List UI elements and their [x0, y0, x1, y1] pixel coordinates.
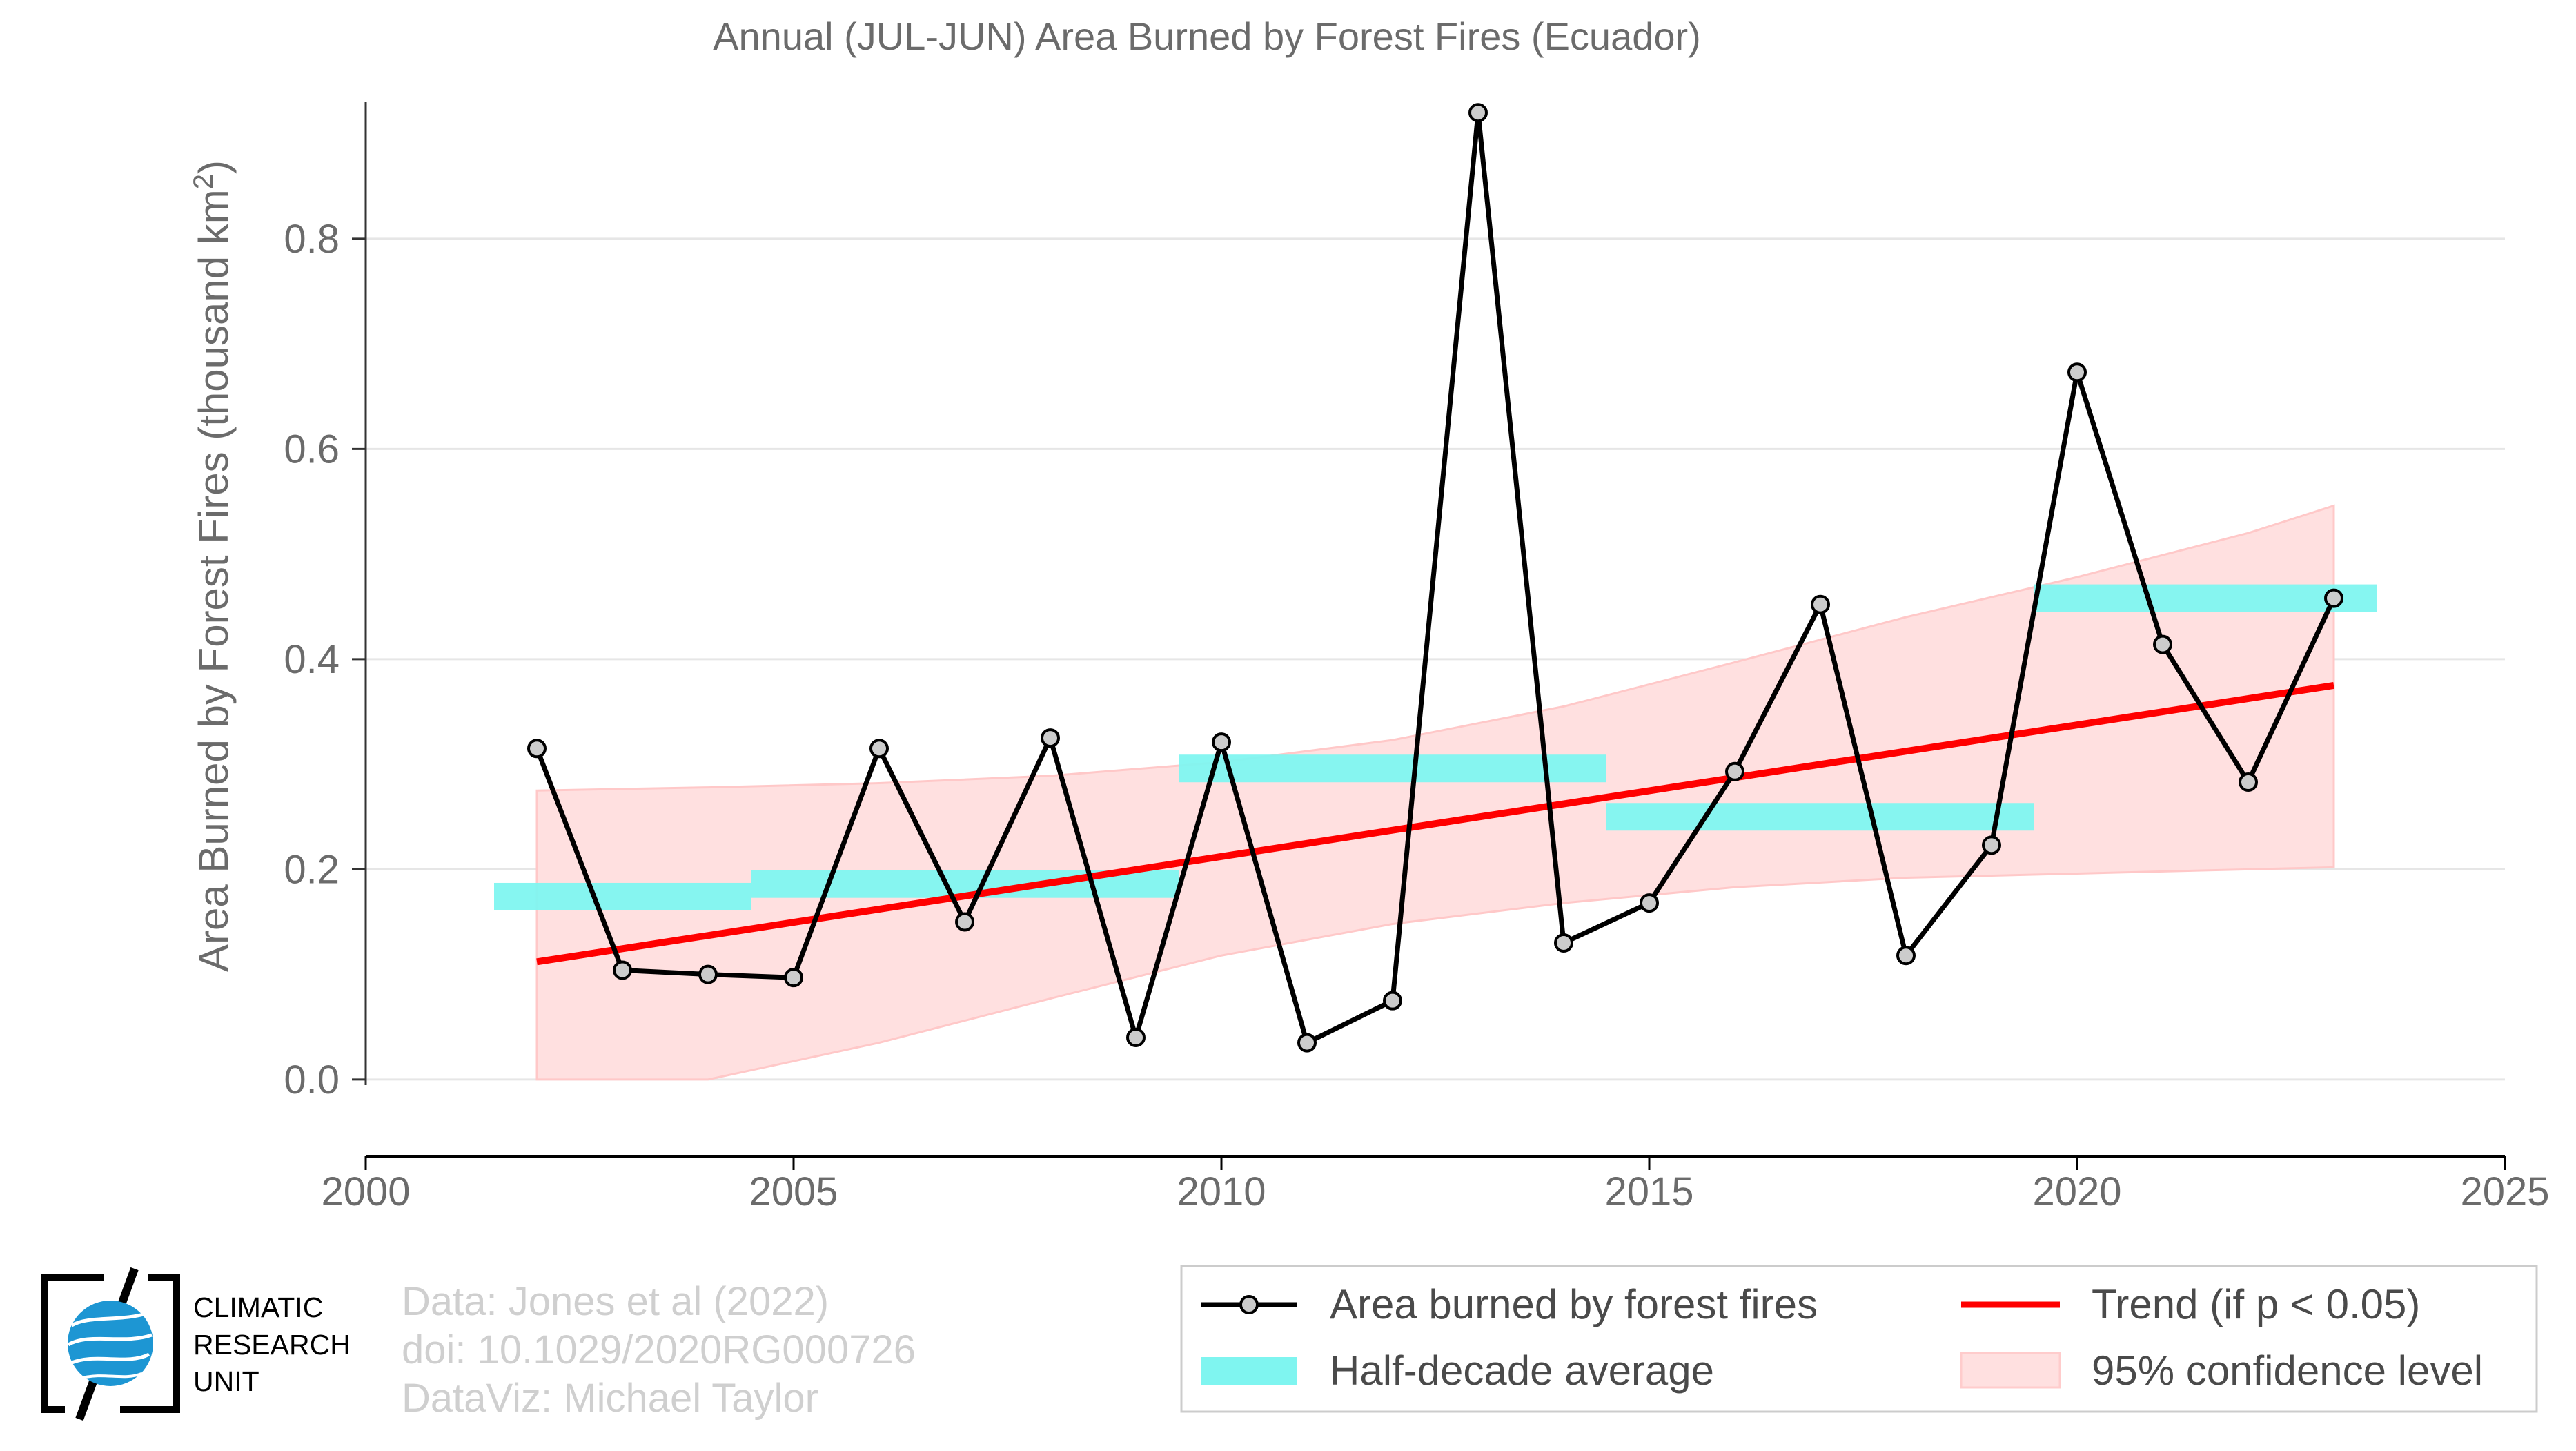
- data-point-2019: [1982, 835, 2001, 855]
- logo-line-2: RESEARCH: [193, 1329, 351, 1361]
- series-line-0: [534, 110, 2337, 1046]
- x-tick-label-3: 2015: [1604, 1169, 1693, 1214]
- globe-icon: [67, 1301, 153, 1386]
- data-point-2012: [1383, 991, 1402, 1011]
- y-tick-label-4: 0.8: [284, 217, 340, 262]
- data-point-2011: [1297, 1033, 1317, 1053]
- legend-label-trend: Trend (if p < 0.05): [2092, 1281, 2420, 1327]
- data-point-2002: [527, 739, 547, 759]
- x-tick-label-5: 2025: [2460, 1169, 2549, 1214]
- logo-line-1: CLIMATIC: [193, 1292, 323, 1323]
- x-tick-label-1: 2005: [749, 1169, 838, 1214]
- y-axis-label-sup: 2: [188, 174, 219, 189]
- chart-title: Annual (JUL-JUN) Area Burned by Forest F…: [713, 14, 1701, 58]
- x-tick-label-4: 2020: [2032, 1169, 2121, 1214]
- half-decade-average-layer: [494, 584, 2377, 910]
- trend-layer: [536, 682, 2334, 966]
- data-point-2015: [1640, 893, 1659, 913]
- y-tick-label-3: 0.6: [284, 427, 340, 471]
- data-point-2008: [1041, 728, 1060, 748]
- data-point-2003: [613, 960, 632, 980]
- logo-line-3: UNIT: [193, 1365, 259, 1397]
- legend: Area burned by forest fires Trend (if p …: [1180, 1265, 2538, 1413]
- x-tick-label-2: 2010: [1177, 1169, 1266, 1214]
- x-tick-label-0: 2000: [321, 1169, 410, 1214]
- data-point-2005: [784, 968, 803, 988]
- data-point-2004: [698, 964, 718, 984]
- data-point-2023: [2324, 588, 2343, 608]
- data-point-2017: [1811, 594, 1830, 614]
- legend-confidence-swatch: [1960, 1352, 2061, 1389]
- trend-line: [536, 682, 2334, 966]
- legend-half-decade-swatch: [1201, 1357, 1297, 1385]
- credits: Data: Jones et al (2022) doi: 10.1029/20…: [402, 1279, 916, 1421]
- tick-labels: 0.0 0.2 0.4 0.6 0.8 2000 2005 2010 2015 2020 2025: [284, 217, 2549, 1214]
- credit-doi: doi: 10.1029/2020RG000726: [402, 1327, 916, 1372]
- data-point-2010: [1212, 732, 1231, 752]
- half-decade-bar-2: [1179, 754, 1606, 783]
- legend-label-half-decade: Half-decade average: [1330, 1347, 1714, 1394]
- half-decade-bar-3: [1606, 803, 2034, 831]
- y-axis-label-main: Area Burned by Forest Fires (thousand km: [190, 189, 237, 972]
- axes: [352, 102, 2506, 1170]
- data-point-2021: [2153, 634, 2172, 654]
- legend-label-series: Area burned by forest fires: [1330, 1281, 1818, 1327]
- y-tick-label-2: 0.4: [284, 637, 340, 682]
- credit-data-source: Data: Jones et al (2022): [402, 1279, 829, 1324]
- half-decade-bar-4: [2034, 584, 2377, 612]
- credit-dataviz: DataViz: Michael Taylor: [402, 1376, 818, 1421]
- legend-series-marker-swatch: [1239, 1295, 1259, 1314]
- y-tick-label-1: 0.2: [284, 847, 340, 892]
- y-axis-label-close: ): [190, 160, 237, 174]
- series-layer: [527, 103, 2343, 1053]
- legend-box: [1180, 1265, 2538, 1413]
- half-decade-bar-0: [494, 882, 751, 910]
- cru-logo: CLIMATIC RESEARCH UNIT: [41, 1267, 351, 1421]
- legend-label-confidence: 95% confidence level: [2092, 1347, 2483, 1394]
- data-point-2018: [1896, 946, 1916, 966]
- data-point-2007: [955, 912, 974, 932]
- data-point-2014: [1554, 933, 1573, 953]
- y-axis-label: Area Burned by Forest Fires (thousand km…: [188, 160, 237, 972]
- data-point-2016: [1725, 761, 1744, 781]
- data-point-2013: [1468, 103, 1488, 123]
- data-point-2009: [1126, 1027, 1146, 1047]
- data-point-2022: [2239, 772, 2258, 792]
- y-tick-label-0: 0.0: [284, 1058, 340, 1102]
- data-point-2006: [869, 739, 889, 759]
- data-point-2020: [2067, 362, 2087, 382]
